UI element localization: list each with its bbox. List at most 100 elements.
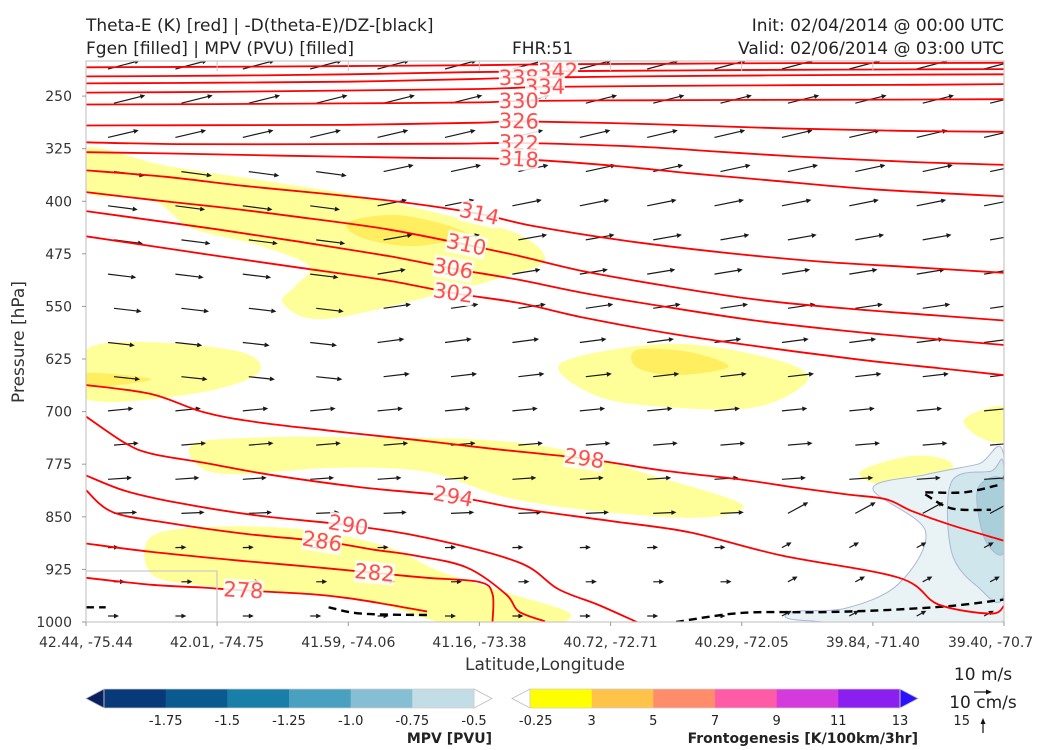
wind-vector [248, 239, 275, 244]
colorbar-tick-label: 9 [773, 714, 781, 729]
wind-vector-head [333, 274, 339, 280]
wind-vector [383, 95, 413, 104]
wind-vector-head [726, 579, 732, 585]
wind-vector-head [543, 163, 549, 169]
colorbar-tick-label: 7 [711, 714, 719, 729]
wind-vector [990, 305, 1004, 309]
wind-vector-head [400, 268, 406, 273]
y-tick-label: 475 [45, 247, 72, 263]
wind-vector [383, 373, 407, 378]
wind-vector [316, 307, 341, 312]
wind-vector [242, 273, 269, 278]
wind-vector-head [744, 233, 750, 238]
wind-vector-head [792, 576, 798, 581]
valid-time: Valid: 02/06/2014 @ 03:00 UTC [738, 39, 1004, 59]
wind-vector [113, 442, 136, 446]
wind-vector [579, 408, 603, 412]
wind-vector [175, 205, 203, 210]
wind-vector [310, 273, 336, 278]
wind-vector [518, 373, 542, 378]
wind-vector-head [535, 268, 541, 273]
y-tick-label: 700 [45, 405, 72, 421]
wind-vector [990, 443, 1004, 446]
init-time: Init: 02/04/2014 @ 00:00 UTC [752, 16, 1004, 36]
wind-vector-head [1015, 164, 1020, 169]
wind-vector-head [338, 308, 344, 314]
wind-vector [781, 338, 806, 344]
wind-vector [787, 165, 816, 173]
wind-vector [310, 205, 338, 210]
y-tick-label: 850 [45, 510, 72, 526]
theta-e-contour [86, 210, 1004, 346]
colorbar-tick-label: 13 [892, 714, 909, 729]
wind-vector [444, 408, 468, 412]
colorbar-swatch [350, 689, 413, 708]
wind-vector [181, 511, 202, 514]
wind-vector-head [1016, 94, 1021, 99]
wind-vector-head [405, 302, 411, 308]
wind-vector-head [881, 94, 887, 99]
wind-vector-head [402, 129, 409, 134]
wind-vector [579, 199, 607, 207]
wind-vector-head [674, 371, 680, 377]
wind-vector [383, 165, 411, 173]
wind-vector-head [536, 198, 542, 204]
contour-label-bg [326, 511, 370, 540]
dthetae-dz-contour [925, 484, 998, 494]
wind-vector-head [329, 475, 335, 481]
colorbar-extend-low [85, 688, 105, 709]
wind-vector [248, 442, 271, 446]
colorbar-extend-high [899, 688, 919, 709]
wind-vector-head [199, 510, 205, 515]
wind-vector-head [807, 441, 813, 446]
x-tick-label: 41.16, -73.38 [432, 635, 526, 651]
wind-vector [579, 477, 601, 480]
plot-frame [85, 60, 1005, 623]
wind-vector-head [1004, 407, 1009, 412]
wind-vector [107, 408, 131, 412]
colorbar-tick-label: -0.5 [461, 714, 486, 729]
reference-vectors: 10 m/s 10 cm/s [949, 665, 1017, 733]
wind-vector [989, 505, 1004, 514]
contour-label-bg [300, 527, 344, 556]
wind-vector [720, 373, 744, 378]
wind-vector-head [609, 233, 615, 238]
wind-vector [316, 442, 338, 446]
wind-vector-head [518, 613, 524, 619]
wind-vector [781, 408, 805, 412]
wind-vector-head [1014, 233, 1019, 238]
wind-vector [310, 477, 332, 480]
theta-e-contour [86, 489, 546, 622]
wind-vector [181, 95, 210, 104]
wind-vector [653, 442, 675, 446]
wind-vector-head [737, 268, 743, 273]
wind-vector-head [878, 233, 885, 238]
colorbar-tick-label: -1.75 [149, 714, 183, 729]
wind-vector [181, 307, 207, 312]
title-line-2: Fgen [filled] | MPV (PVU) [filled] [86, 39, 354, 59]
wind-vector-head [603, 510, 609, 515]
wind-vector-head [870, 502, 876, 507]
wind-vector-head [876, 371, 882, 377]
wind-vector-head [868, 475, 874, 481]
wind-vector-head [133, 129, 139, 134]
wind-vector [855, 234, 882, 241]
wind-vector-head [408, 163, 414, 169]
colorbar-swatch [838, 689, 901, 708]
wind-vector-head [812, 163, 818, 169]
wind-vector [242, 205, 270, 210]
wind-vector [450, 373, 475, 378]
colorbar-swatch [653, 689, 716, 708]
wind-vector-head [740, 441, 746, 446]
wind-vector [450, 511, 472, 514]
wind-vector-head [264, 342, 270, 348]
wind-vector [450, 165, 479, 173]
wind-vector [647, 408, 670, 412]
wind-vector-head [1009, 129, 1014, 134]
wind-vector [855, 373, 879, 378]
colorbar-swatch [289, 689, 352, 708]
wind-vector [647, 338, 671, 344]
wind-vector [922, 373, 946, 378]
wind-vector-head [470, 441, 476, 446]
